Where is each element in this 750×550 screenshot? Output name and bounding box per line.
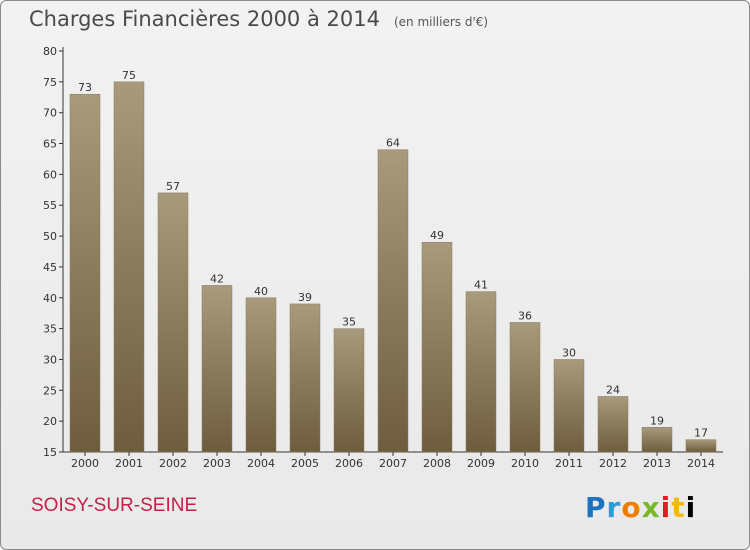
bar — [69, 93, 101, 453]
y-tick-label: 70 — [43, 107, 57, 120]
bar — [245, 297, 277, 453]
bar-value-label: 41 — [474, 279, 488, 292]
bar-value-label: 49 — [430, 229, 444, 242]
x-tick-label: 2007 — [379, 457, 407, 470]
y-tick-label: 55 — [43, 199, 57, 212]
bar-value-label: 17 — [694, 427, 708, 440]
chart-title: Charges Financières 2000 à 2014 (en milli… — [29, 7, 488, 31]
chart-title-text: Charges Financières 2000 à 2014 — [29, 7, 380, 31]
bar — [553, 359, 585, 453]
bar — [377, 149, 409, 453]
x-tick-label: 2014 — [687, 457, 715, 470]
proxiti-logo: Proxiti — [585, 491, 697, 524]
bar-value-label: 30 — [562, 346, 576, 359]
bar-value-label: 57 — [166, 180, 180, 193]
y-tick-label: 60 — [43, 168, 57, 181]
x-tick-label: 2013 — [643, 457, 671, 470]
x-tick-label: 2004 — [247, 457, 275, 470]
bar — [685, 439, 717, 453]
x-tick-label: 2009 — [467, 457, 495, 470]
bar — [597, 396, 629, 453]
y-tick-label: 30 — [43, 353, 57, 366]
x-tick-label: 2002 — [159, 457, 187, 470]
x-tick-label: 2010 — [511, 457, 539, 470]
y-tick-label: 40 — [43, 292, 57, 305]
chart-subtitle: (en milliers d'€) — [393, 15, 489, 29]
bar-value-label: 75 — [122, 69, 136, 82]
bar-value-label: 64 — [386, 137, 400, 150]
y-tick-label: 15 — [43, 446, 57, 459]
x-tick-label: 2011 — [555, 457, 583, 470]
bar — [113, 81, 145, 453]
y-tick-label: 50 — [43, 230, 57, 243]
y-tick-label: 80 — [43, 45, 57, 58]
bar-value-label: 40 — [254, 285, 268, 298]
bar — [289, 303, 321, 453]
bar — [465, 291, 497, 453]
bar — [421, 241, 453, 453]
bar — [201, 285, 233, 453]
x-tick-label: 2008 — [423, 457, 451, 470]
x-tick-label: 2005 — [291, 457, 319, 470]
bar-value-label: 35 — [342, 316, 356, 329]
bar-value-label: 36 — [518, 309, 532, 322]
y-tick-label: 75 — [43, 76, 57, 89]
y-tick-label: 45 — [43, 261, 57, 274]
y-tick-label: 20 — [43, 415, 57, 428]
x-tick-label: 2006 — [335, 457, 363, 470]
bar-value-label: 39 — [298, 291, 312, 304]
bar — [333, 328, 365, 453]
bar-value-label: 42 — [210, 272, 224, 285]
bar-value-label: 73 — [78, 81, 92, 94]
bar-value-label: 19 — [650, 414, 664, 427]
y-tick-label: 65 — [43, 138, 57, 151]
x-tick-label: 2001 — [115, 457, 143, 470]
bar — [157, 192, 189, 453]
bar — [509, 322, 541, 453]
commune-name: SOISY-SUR-SEINE — [31, 495, 198, 516]
x-tick-label: 2012 — [599, 457, 627, 470]
bar-chart: 15 20 25 30 35 40 45 50 55 60 65 70 75 80 73 2000 75 2001… — [43, 45, 723, 470]
bar-value-label: 24 — [606, 383, 620, 396]
x-tick-label: 2000 — [71, 457, 99, 470]
x-tick-label: 2003 — [203, 457, 231, 470]
y-tick-label: 35 — [43, 323, 57, 336]
bar — [641, 427, 673, 453]
y-tick-label: 25 — [43, 384, 57, 397]
